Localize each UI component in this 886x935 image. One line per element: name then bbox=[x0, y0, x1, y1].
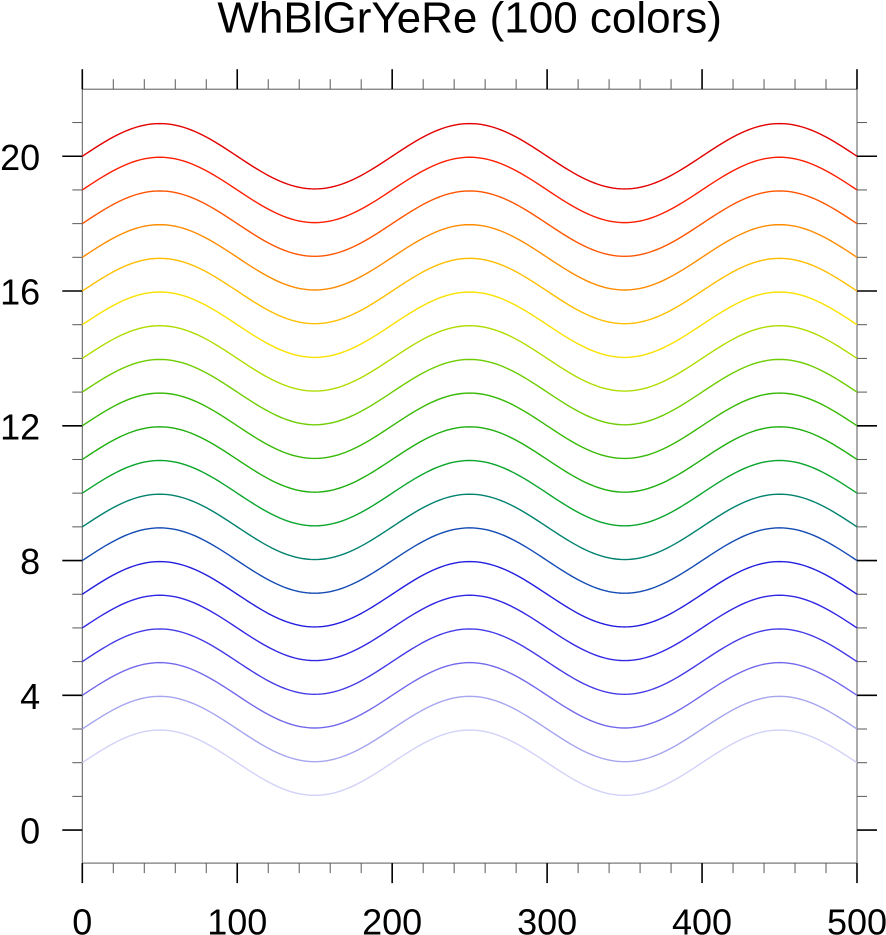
svg-text:100: 100 bbox=[207, 902, 267, 935]
svg-text:300: 300 bbox=[517, 902, 577, 935]
svg-text:16: 16 bbox=[0, 272, 40, 313]
svg-text:400: 400 bbox=[672, 902, 732, 935]
svg-text:WhBlGrYeRe (100 colors): WhBlGrYeRe (100 colors) bbox=[217, 0, 722, 43]
svg-text:12: 12 bbox=[0, 406, 40, 447]
svg-text:500: 500 bbox=[827, 902, 886, 935]
svg-text:8: 8 bbox=[20, 541, 40, 582]
svg-text:200: 200 bbox=[362, 902, 422, 935]
svg-text:0: 0 bbox=[72, 902, 92, 935]
svg-text:20: 20 bbox=[0, 137, 40, 178]
svg-text:4: 4 bbox=[20, 676, 40, 717]
svg-text:0: 0 bbox=[20, 811, 40, 852]
